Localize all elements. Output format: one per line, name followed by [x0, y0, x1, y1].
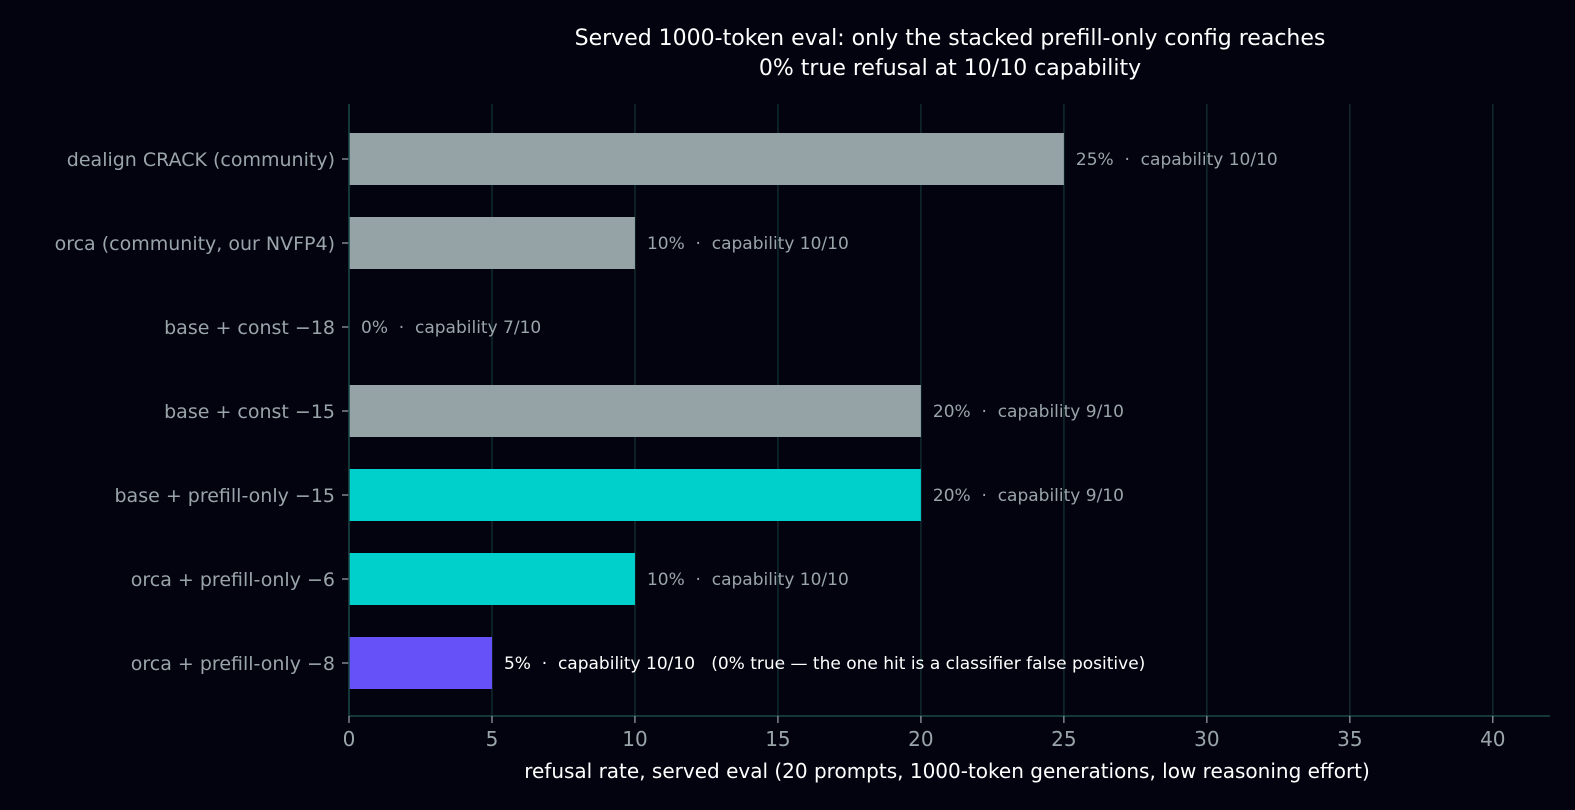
x-tick-label-20: 20: [908, 727, 933, 751]
data-label-6: 5% · capability 10/10 (0% true — the one…: [504, 654, 1145, 674]
bar-6: [349, 637, 492, 689]
category-label-2: base + const −18: [164, 317, 335, 339]
data-label-3: 20% · capability 9/10: [933, 402, 1124, 422]
x-tick-label-30: 30: [1194, 727, 1219, 751]
x-tick-label-35: 35: [1337, 727, 1362, 751]
bar-5: [349, 553, 635, 605]
category-label-3: base + const −15: [164, 401, 335, 423]
data-label-5: 10% · capability 10/10: [647, 570, 849, 590]
x-axis-label: refusal rate, served eval (20 prompts, 1…: [524, 759, 1370, 783]
bar-1: [349, 217, 635, 269]
chart-title-line-2: 0% true refusal at 10/10 capability: [759, 56, 1141, 81]
category-label-1: orca (community, our NVFP4): [55, 233, 335, 255]
axes: dealign CRACK (community) orca (community…: [55, 104, 1550, 751]
bar-3: [349, 385, 921, 437]
x-tick-label-0: 0: [343, 727, 356, 751]
x-tick-label-15: 15: [765, 727, 790, 751]
data-label-4: 20% · capability 9/10: [933, 486, 1124, 506]
category-label-6: orca + prefill-only −8: [131, 653, 335, 675]
data-label-0: 25% · capability 10/10: [1076, 150, 1278, 170]
bars: 25% · capability 10/10 10% · capability 1…: [349, 133, 1278, 689]
chart-title-line-1: Served 1000-token eval: only the stacked…: [575, 26, 1326, 51]
x-tick-label-25: 25: [1051, 727, 1076, 751]
category-label-4: base + prefill-only −15: [115, 485, 336, 507]
category-label-0: dealign CRACK (community): [67, 149, 335, 171]
category-label-5: orca + prefill-only −6: [131, 569, 335, 591]
bar-4: [349, 469, 921, 521]
bar-0: [349, 133, 1064, 185]
data-label-1: 10% · capability 10/10: [647, 234, 849, 254]
data-label-2: 0% · capability 7/10: [361, 318, 541, 338]
x-tick-label-5: 5: [486, 727, 499, 751]
x-tick-label-40: 40: [1480, 727, 1505, 751]
x-tick-label-10: 10: [622, 727, 647, 751]
